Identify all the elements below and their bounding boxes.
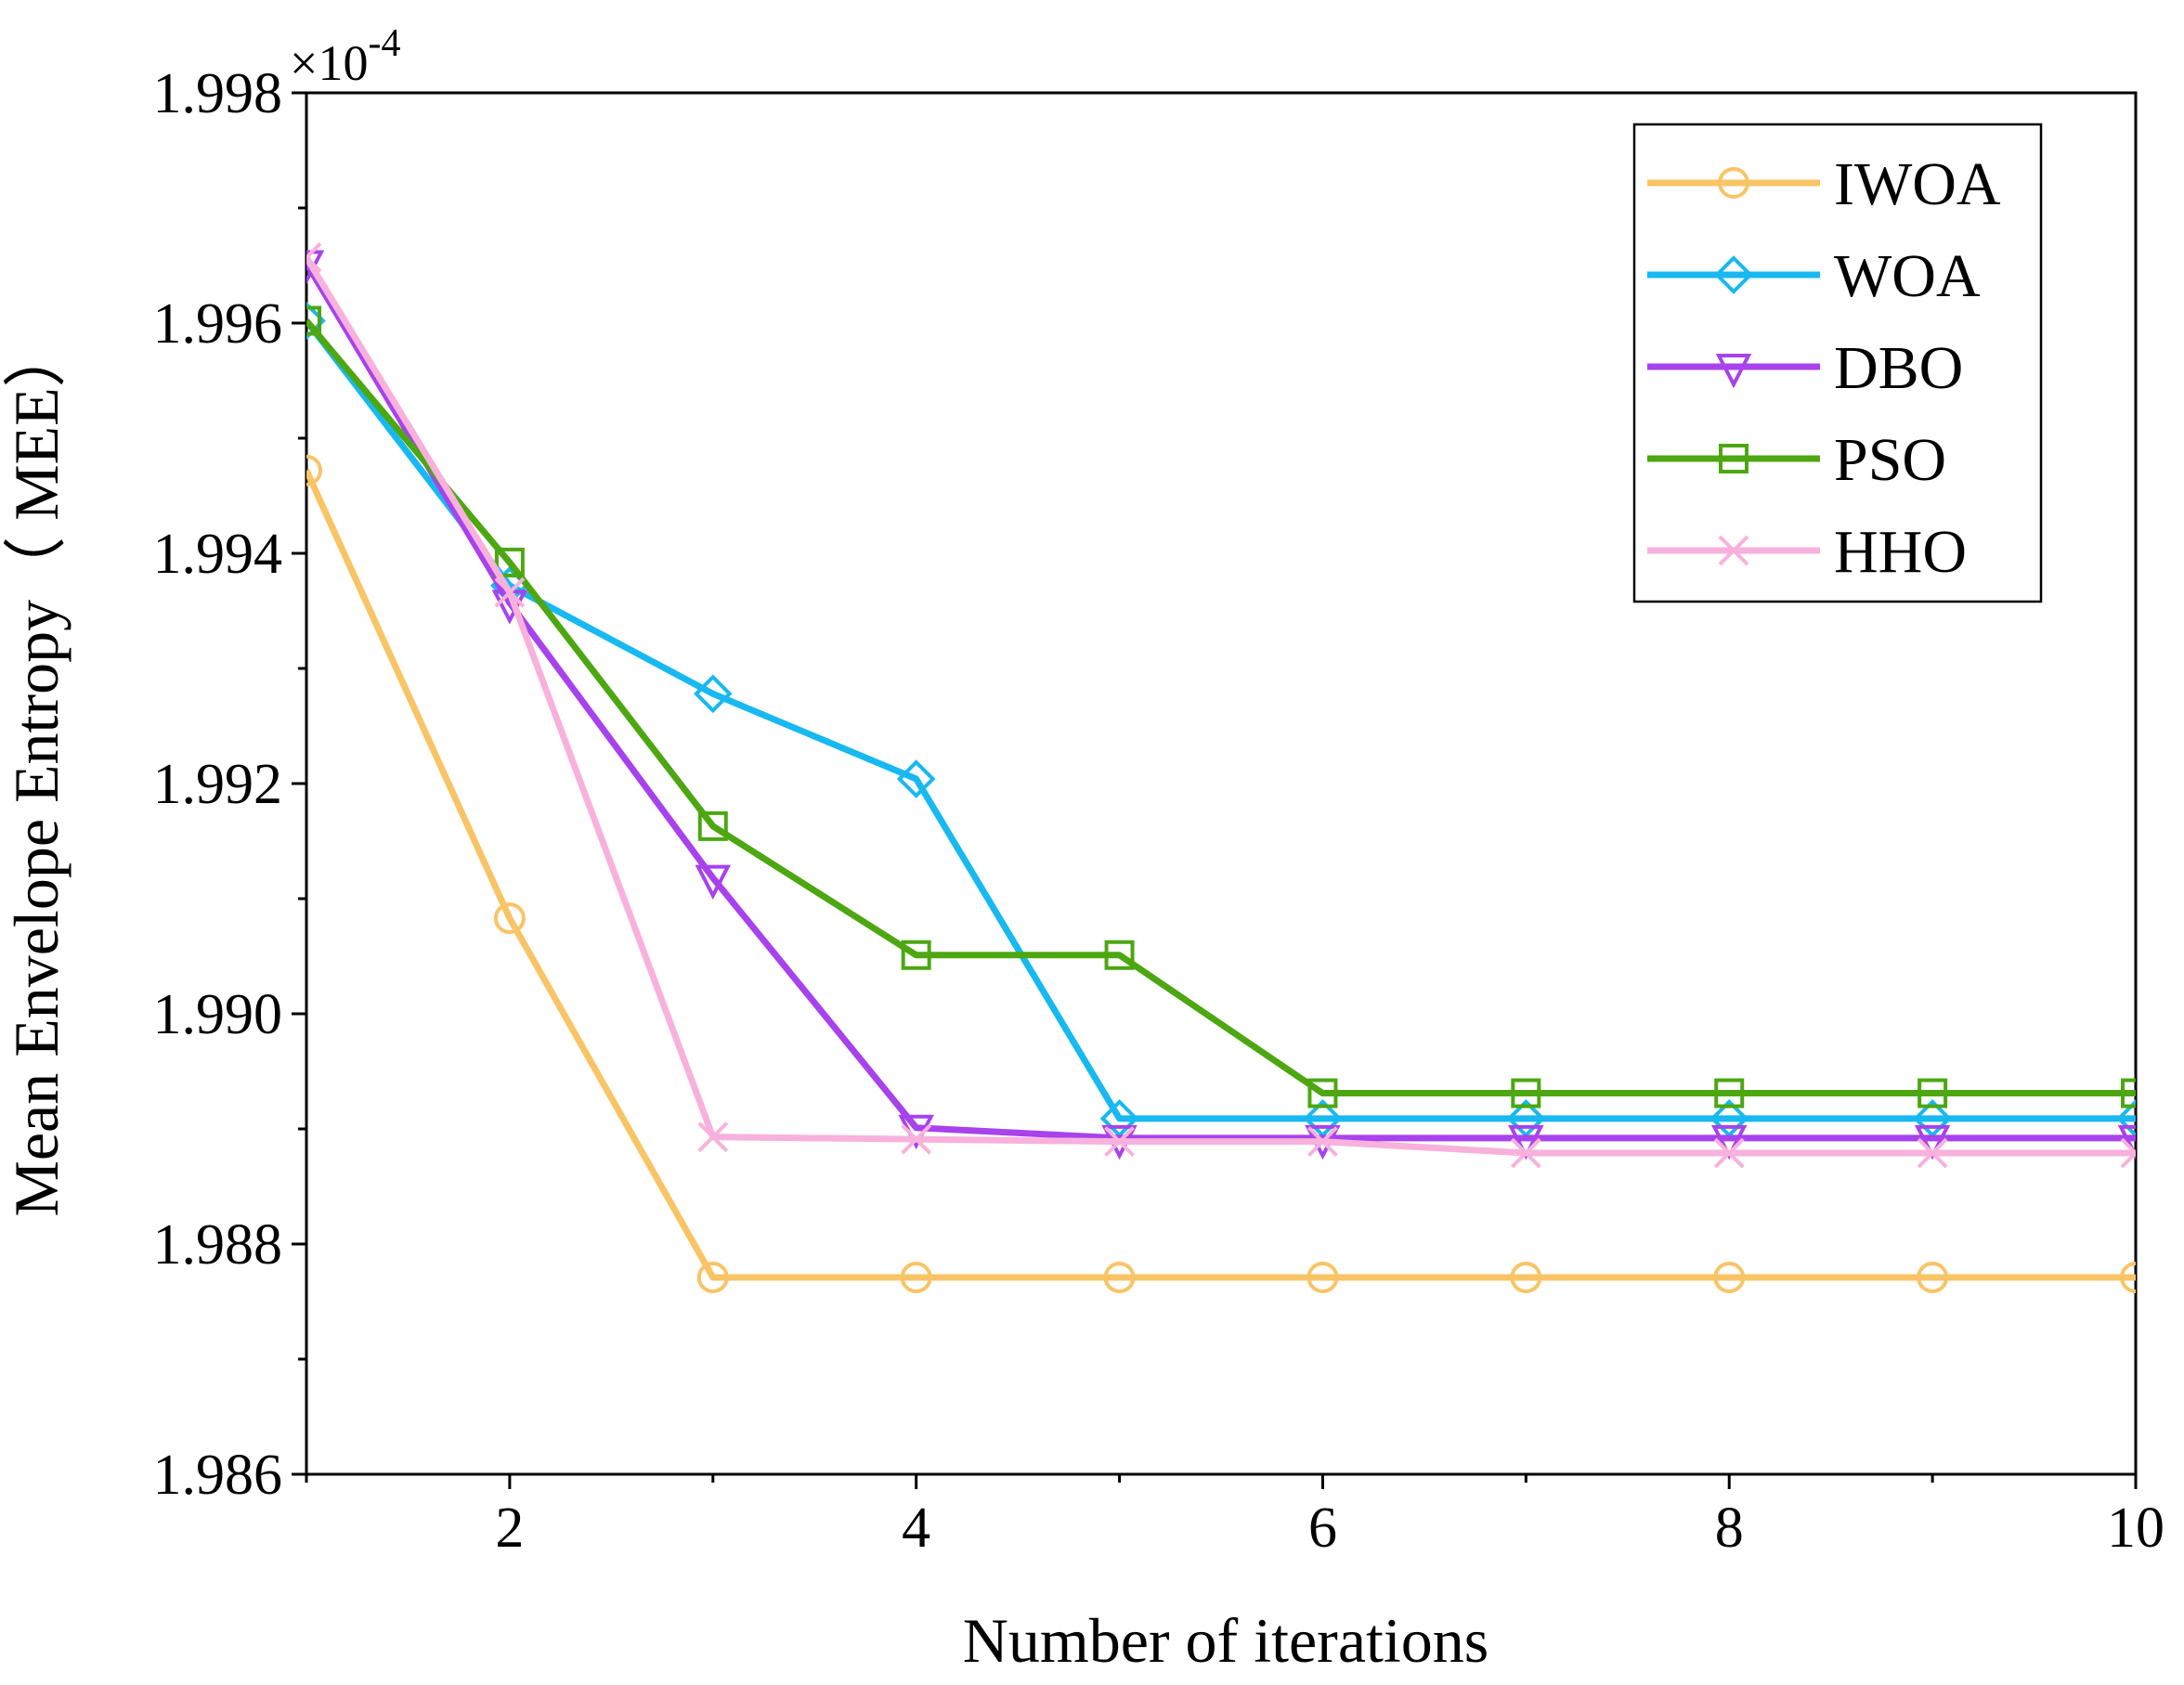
y-axis-multiplier: ×10-4 bbox=[290, 22, 400, 91]
legend-marker-icon bbox=[1718, 167, 1749, 199]
legend-item-dbo: DBO bbox=[1647, 334, 1963, 402]
data-point-iwoa bbox=[306, 454, 322, 486]
data-point-hho bbox=[2120, 1137, 2136, 1169]
y-tick-label: 1.988 bbox=[153, 1213, 283, 1277]
data-point-pso bbox=[306, 305, 321, 336]
x-tick-label: 8 bbox=[1715, 1497, 1744, 1560]
data-point-iwoa bbox=[900, 1261, 932, 1293]
legend-item-pso: PSO bbox=[1647, 426, 1946, 494]
series-line-dbo bbox=[306, 261, 2136, 1142]
data-point-dbo bbox=[1710, 1124, 1748, 1160]
data-point-iwoa bbox=[696, 1261, 729, 1293]
data-point-iwoa bbox=[2120, 1261, 2136, 1293]
data-point-woa bbox=[896, 759, 936, 798]
data-point-iwoa bbox=[1917, 1261, 1949, 1293]
data-point-dbo bbox=[695, 864, 732, 901]
data-point-dbo bbox=[2117, 1124, 2136, 1160]
y-tick-label: 1.998 bbox=[153, 62, 283, 125]
data-point-pso bbox=[1307, 1078, 1338, 1108]
data-point-hho bbox=[494, 577, 526, 608]
data-point-iwoa bbox=[1510, 1261, 1542, 1293]
series-iwoa bbox=[306, 454, 2136, 1293]
y-tick-label: 1.986 bbox=[153, 1444, 283, 1507]
data-point-woa bbox=[693, 674, 733, 714]
legend-item-woa: WOA bbox=[1647, 242, 1981, 310]
legend-label: HHO bbox=[1834, 518, 1967, 586]
y-axis-multiplier-exponent: -4 bbox=[368, 22, 400, 65]
data-point-hho bbox=[1510, 1137, 1541, 1169]
data-point-hho bbox=[1307, 1126, 1338, 1158]
series-line-iwoa bbox=[306, 469, 2136, 1281]
y-axis-multiplier-base: ×10 bbox=[290, 35, 368, 91]
x-tick-label: 4 bbox=[902, 1497, 930, 1560]
y-tick-label: 1.994 bbox=[153, 523, 283, 586]
data-point-pso bbox=[494, 547, 525, 577]
data-point-woa bbox=[2116, 1099, 2136, 1138]
legend: IWOA WOA DBO PSO HHO bbox=[1632, 123, 2043, 603]
series-line-pso bbox=[306, 318, 2136, 1097]
y-axis: 1.986 1.988 1.990 1.992 1.994 1.996 1.998 bbox=[153, 62, 306, 1507]
data-point-pso bbox=[1714, 1078, 1745, 1108]
legend-marker-icon bbox=[1718, 535, 1749, 566]
data-point-hho bbox=[697, 1121, 729, 1153]
legend-label: DBO bbox=[1834, 334, 1963, 402]
legend-label: IWOA bbox=[1834, 150, 2001, 218]
legend-item-hho: HHO bbox=[1647, 518, 1967, 586]
data-point-pso bbox=[1511, 1078, 1541, 1108]
x-axis-title: Number of iterations bbox=[963, 1605, 1489, 1676]
data-point-pso bbox=[1104, 940, 1135, 970]
data-point-iwoa bbox=[1306, 1261, 1339, 1293]
x-tick-label: 6 bbox=[1308, 1497, 1337, 1560]
legend-marker-icon bbox=[1719, 444, 1748, 473]
data-point-pso bbox=[1918, 1078, 1948, 1108]
series-line-woa bbox=[306, 318, 2136, 1122]
data-point-pso bbox=[901, 940, 931, 970]
legend-box bbox=[1632, 123, 2043, 603]
series-line-hho bbox=[306, 255, 2136, 1157]
series-layer bbox=[306, 241, 2136, 1293]
data-point-iwoa bbox=[1713, 1261, 1746, 1293]
data-point-hho bbox=[1104, 1126, 1135, 1158]
data-point-hho bbox=[1713, 1137, 1745, 1169]
legend-label: WOA bbox=[1834, 242, 1981, 310]
series-pso bbox=[306, 305, 2136, 1108]
series-hho bbox=[306, 241, 2136, 1169]
legend-marker-icon bbox=[1714, 255, 1753, 294]
y-tick-label: 1.990 bbox=[153, 983, 283, 1046]
data-point-iwoa bbox=[493, 902, 526, 935]
legend-item-iwoa: IWOA bbox=[1647, 150, 2001, 218]
data-point-dbo bbox=[1508, 1124, 1544, 1160]
y-tick-label: 1.996 bbox=[153, 292, 283, 356]
data-point-dbo bbox=[1914, 1124, 1951, 1160]
y-axis-title: Mean Envelope Entropy（ MEE） bbox=[1, 324, 72, 1216]
y-tick-label: 1.992 bbox=[153, 753, 283, 816]
x-axis: 2 4 6 8 10 bbox=[305, 1474, 2164, 1560]
data-point-hho bbox=[306, 241, 322, 273]
legend-marker-icon bbox=[1715, 354, 1752, 389]
data-point-pso bbox=[697, 810, 728, 841]
x-tick-label: 10 bbox=[2107, 1497, 2164, 1560]
data-point-hho bbox=[901, 1123, 932, 1155]
data-point-pso bbox=[2121, 1078, 2136, 1108]
legend-label: PSO bbox=[1834, 426, 1946, 494]
data-point-hho bbox=[1917, 1137, 1948, 1169]
data-point-iwoa bbox=[1103, 1261, 1136, 1293]
x-tick-label: 2 bbox=[495, 1497, 524, 1560]
